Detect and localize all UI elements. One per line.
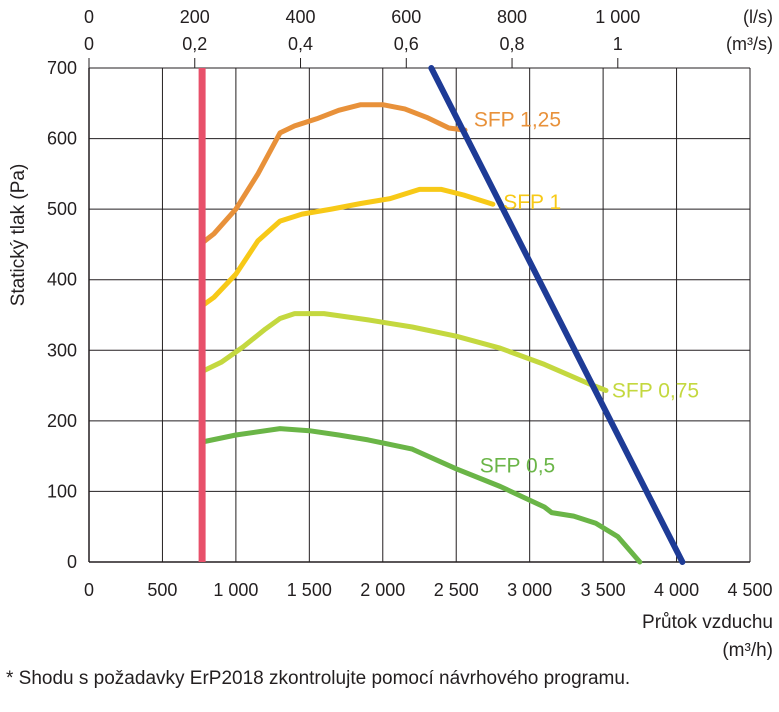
- top-axis-m3s-label: 0,8: [500, 34, 525, 54]
- y-tick-label: 200: [47, 411, 77, 431]
- footnote: * Shodu s požadavky ErP2018 zkontrolujte…: [6, 668, 631, 689]
- x-tick-label: 4 500: [727, 580, 772, 600]
- top-axis-m3s-unit: (m³/s): [726, 34, 773, 54]
- annotations: SFP 1,25 SFP 1 SFP 0,75 SFP 0,5: [474, 109, 699, 478]
- y-tick-label: 300: [47, 340, 77, 360]
- top-axis-ls-unit: (l/s): [743, 7, 773, 27]
- series-label-sfp-1-25: SFP 1,25: [474, 109, 561, 132]
- tick-labels: 0 500 1 000 1 500 2 000 2 500 3 000 3 500 4 000 4…: [8, 7, 773, 661]
- x-tick-label: 500: [147, 580, 177, 600]
- series-line-sfp-1-25: [199, 102, 468, 246]
- series-label-sfp-0-75: SFP 0,75: [612, 380, 699, 403]
- top-axis-ls-label: 1 000: [595, 7, 640, 27]
- top-axis-m3s-label: 0: [84, 34, 94, 54]
- x-tick-label: 2 000: [360, 580, 405, 600]
- top-axis-ls-label: 0: [84, 7, 94, 27]
- x-axis-title: Průtok vzduchu: [642, 612, 773, 633]
- y-tick-label: 100: [47, 481, 77, 501]
- top-axis-m3s-label: 0,2: [182, 34, 207, 54]
- series-line-sfp-0-5: [199, 426, 643, 565]
- x-tick-label: 0: [84, 580, 94, 600]
- series-label-sfp-0-5: SFP 0,5: [480, 454, 556, 477]
- x-tick-label: 4 000: [654, 580, 699, 600]
- top-axis-ls-label: 600: [391, 7, 421, 27]
- x-tick-label: 1 500: [287, 580, 332, 600]
- top-axis-ls-label: 400: [285, 7, 315, 27]
- y-tick-label: 700: [47, 58, 77, 78]
- x-tick-label: 1 000: [213, 580, 258, 600]
- y-tick-label: 500: [47, 199, 77, 219]
- y-tick-label: 600: [47, 129, 77, 149]
- x-tick-label: 3 000: [507, 580, 552, 600]
- top-axis-m3s-label: 0,4: [288, 34, 313, 54]
- series-lines: [198, 65, 686, 565]
- series-line-sfp-0-75: [199, 311, 609, 393]
- x-tick-label: 3 500: [581, 580, 626, 600]
- y-tick-label: 400: [47, 270, 77, 290]
- top-axis-ls-label: 800: [497, 7, 527, 27]
- y-tick-label: 0: [67, 552, 77, 572]
- series-line-sfp-1: [199, 186, 496, 309]
- axes: [88, 58, 750, 563]
- x-axis-unit: (m³/h): [722, 640, 773, 661]
- top-axis-m3s-label: 0,6: [394, 34, 419, 54]
- series-label-sfp-1: SFP 1: [503, 191, 561, 214]
- x-tick-label: 2 500: [434, 580, 479, 600]
- system-curve-line: [428, 65, 686, 565]
- top-axis-ls-label: 200: [180, 7, 210, 27]
- top-axis-m3s-label: 1: [613, 34, 623, 54]
- grid-lines: [88, 67, 751, 563]
- y-axis-title: Statický tlak (Pa): [8, 164, 29, 307]
